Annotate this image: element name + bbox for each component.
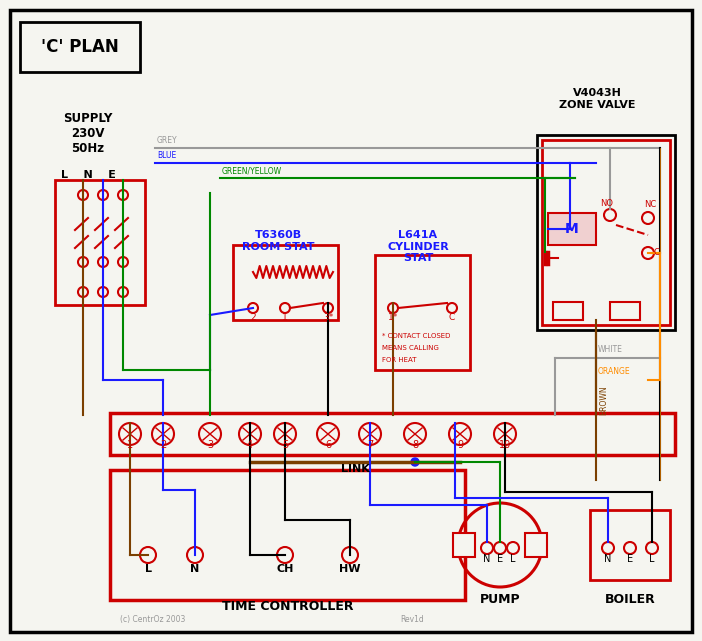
- Text: 1: 1: [282, 313, 288, 322]
- Text: NC: NC: [644, 200, 656, 209]
- Text: 3: 3: [207, 440, 213, 450]
- Text: N: N: [604, 554, 611, 564]
- Text: 5: 5: [282, 440, 288, 450]
- Bar: [453, 533, 475, 557]
- Text: 'C' PLAN: 'C' PLAN: [41, 38, 119, 56]
- Text: 1*: 1*: [388, 313, 398, 322]
- Text: MEANS CALLING: MEANS CALLING: [382, 345, 439, 351]
- Bar: [553, 302, 583, 320]
- Text: HW: HW: [339, 564, 361, 574]
- Text: C: C: [449, 313, 455, 322]
- Bar: [110, 413, 675, 455]
- Text: GREY: GREY: [157, 136, 178, 145]
- Text: NO: NO: [600, 199, 613, 208]
- Text: LINK: LINK: [340, 464, 369, 474]
- Text: BLUE: BLUE: [157, 151, 176, 160]
- Text: PUMP: PUMP: [479, 593, 520, 606]
- Bar: [55, 180, 145, 305]
- Bar: [233, 245, 338, 320]
- Bar: [20, 22, 140, 72]
- Text: 6: 6: [325, 440, 331, 450]
- Text: N: N: [190, 564, 199, 574]
- Text: Rev1d: Rev1d: [400, 615, 424, 624]
- Text: SUPPLY
230V
50Hz: SUPPLY 230V 50Hz: [63, 112, 113, 155]
- Bar: [590, 510, 670, 580]
- Text: C: C: [654, 248, 660, 257]
- Text: 2: 2: [160, 440, 166, 450]
- Text: BROWN: BROWN: [599, 385, 608, 415]
- Text: E: E: [627, 554, 633, 564]
- Text: E: E: [497, 554, 503, 564]
- Text: 7: 7: [367, 440, 373, 450]
- Bar: [548, 213, 596, 245]
- Bar: [375, 255, 470, 370]
- Text: 3*: 3*: [323, 313, 333, 322]
- Text: L: L: [145, 564, 152, 574]
- Text: WHITE: WHITE: [598, 345, 623, 354]
- Text: 10: 10: [499, 440, 511, 450]
- Bar: [537, 135, 675, 330]
- Bar: [525, 533, 547, 557]
- Text: 9: 9: [457, 440, 463, 450]
- Text: * CONTACT CLOSED: * CONTACT CLOSED: [382, 333, 451, 339]
- Text: L641A
CYLINDER
STAT: L641A CYLINDER STAT: [387, 230, 449, 263]
- Bar: [542, 140, 670, 325]
- Text: FOR HEAT: FOR HEAT: [382, 357, 416, 363]
- Text: L    N    E: L N E: [60, 170, 115, 180]
- Text: M: M: [565, 222, 579, 236]
- Text: 4: 4: [247, 440, 253, 450]
- Text: 1: 1: [127, 440, 133, 450]
- Text: TIME CONTROLLER: TIME CONTROLLER: [223, 600, 354, 613]
- Text: L: L: [510, 554, 516, 564]
- Text: V4043H
ZONE VALVE: V4043H ZONE VALVE: [559, 88, 635, 110]
- Bar: [110, 470, 465, 600]
- Text: 8: 8: [412, 440, 418, 450]
- Text: (c) CentrOz 2003: (c) CentrOz 2003: [120, 615, 185, 624]
- Circle shape: [411, 458, 419, 466]
- Text: 2: 2: [250, 313, 256, 322]
- Text: ORANGE: ORANGE: [598, 367, 630, 376]
- Text: BOILER: BOILER: [604, 593, 656, 606]
- Bar: [610, 302, 640, 320]
- Text: T6360B
ROOM STAT: T6360B ROOM STAT: [241, 230, 314, 252]
- Text: GREEN/YELLOW: GREEN/YELLOW: [222, 166, 282, 175]
- Text: L: L: [649, 554, 655, 564]
- Text: N: N: [483, 554, 491, 564]
- Text: CH: CH: [277, 564, 293, 574]
